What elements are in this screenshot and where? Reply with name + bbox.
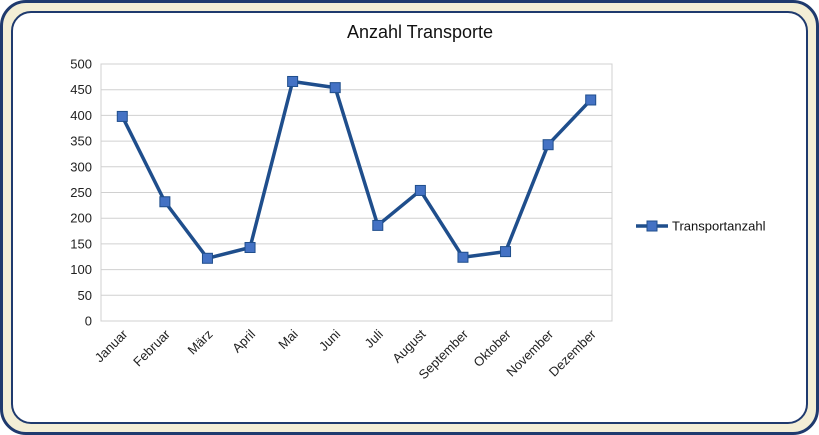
x-tick-label: Februar: [130, 326, 173, 369]
data-point: [287, 75, 299, 87]
y-tick-label: 0: [85, 314, 92, 329]
data-point: [585, 94, 597, 106]
series-layer: [116, 75, 597, 264]
y-tick-label: 100: [70, 262, 92, 277]
legend: Transportanzahl: [636, 219, 766, 234]
x-tick-label: April: [229, 326, 258, 355]
gridlines: [100, 63, 613, 322]
y-tick-label: 350: [70, 134, 92, 149]
chart-title: Anzahl Transporte: [347, 22, 493, 42]
y-tick-label: 300: [70, 159, 92, 174]
data-point: [414, 184, 426, 196]
chart-frame-inner: [11, 11, 808, 424]
data-point: [457, 251, 469, 263]
y-tick-label: 150: [70, 236, 92, 251]
x-tick-label: Juli: [362, 326, 386, 350]
x-tick-label: März: [185, 327, 216, 358]
y-axis: 0 50 100 150 200 250 300 350 400 450 500: [70, 57, 92, 329]
x-tick-label: August: [389, 326, 428, 365]
x-tick-label: Juni: [316, 326, 344, 354]
data-point: [372, 219, 384, 231]
y-tick-label: 250: [70, 185, 92, 200]
series-line: [120, 79, 592, 261]
y-tick-label: 500: [70, 57, 92, 72]
y-tick-label: 50: [78, 288, 92, 303]
legend-label: Transportanzahl: [672, 219, 766, 234]
data-point: [116, 110, 128, 122]
data-point: [500, 246, 512, 258]
x-tick-label: Januar: [92, 326, 131, 365]
x-tick-label: Dezember: [546, 326, 599, 379]
y-tick-label: 400: [70, 108, 92, 123]
data-point: [159, 196, 171, 208]
y-tick-label: 200: [70, 211, 92, 226]
data-point: [542, 139, 554, 151]
y-tick-label: 450: [70, 82, 92, 97]
x-tick-label: Mai: [275, 326, 300, 351]
data-point: [329, 82, 341, 94]
legend-marker: [646, 220, 658, 232]
data-point: [244, 241, 256, 253]
x-axis: Januar Februar März April Mai Juni Juli AugustS…: [92, 326, 600, 382]
data-point: [201, 252, 213, 264]
